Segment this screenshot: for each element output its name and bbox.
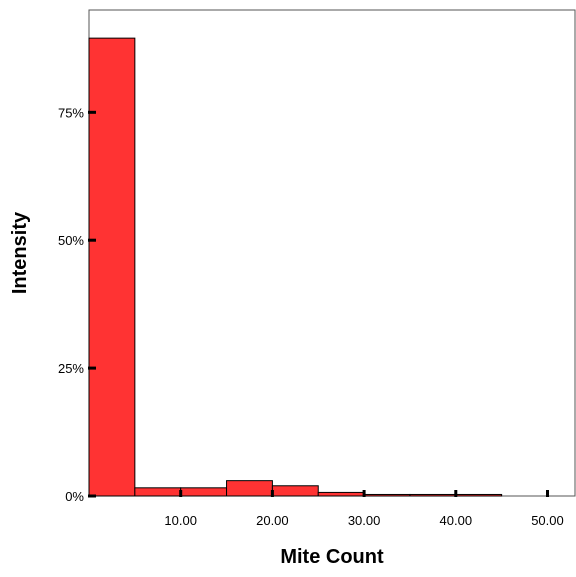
histogram-bar-6 — [317, 491, 365, 497]
x-tick-label: 50.00 — [531, 513, 564, 528]
y-tick-label: 75% — [58, 105, 84, 120]
histogram-bar-3 — [180, 487, 228, 497]
x-axis-title: Mite Count — [280, 546, 384, 568]
y-tick-label: 50% — [58, 233, 84, 248]
x-tick-label: 30.00 — [348, 513, 381, 528]
histogram-bar-4 — [226, 480, 273, 497]
y-axis-title: Intensity — [9, 211, 31, 294]
histogram-bar-5 — [271, 485, 319, 497]
histogram-bar-1 — [88, 37, 136, 497]
y-tick-label: 25% — [58, 361, 84, 376]
x-tick-label: 10.00 — [164, 513, 197, 528]
y-tick-label: 0% — [65, 489, 84, 504]
x-tick-label: 20.00 — [256, 513, 289, 528]
x-axis-ticks: 10.00 20.00 30.00 40.00 50.00 — [164, 490, 564, 528]
histogram-bar-9 — [455, 493, 503, 497]
histogram-bar-8 — [409, 493, 457, 497]
y-axis-ticks: 0% 25% 50% 75% — [58, 105, 96, 504]
histogram-bar-7 — [363, 493, 411, 497]
histogram-bar-2 — [134, 487, 182, 497]
x-tick-label: 40.00 — [440, 513, 473, 528]
bars-group — [88, 37, 503, 497]
plot-frame — [88, 9, 576, 497]
